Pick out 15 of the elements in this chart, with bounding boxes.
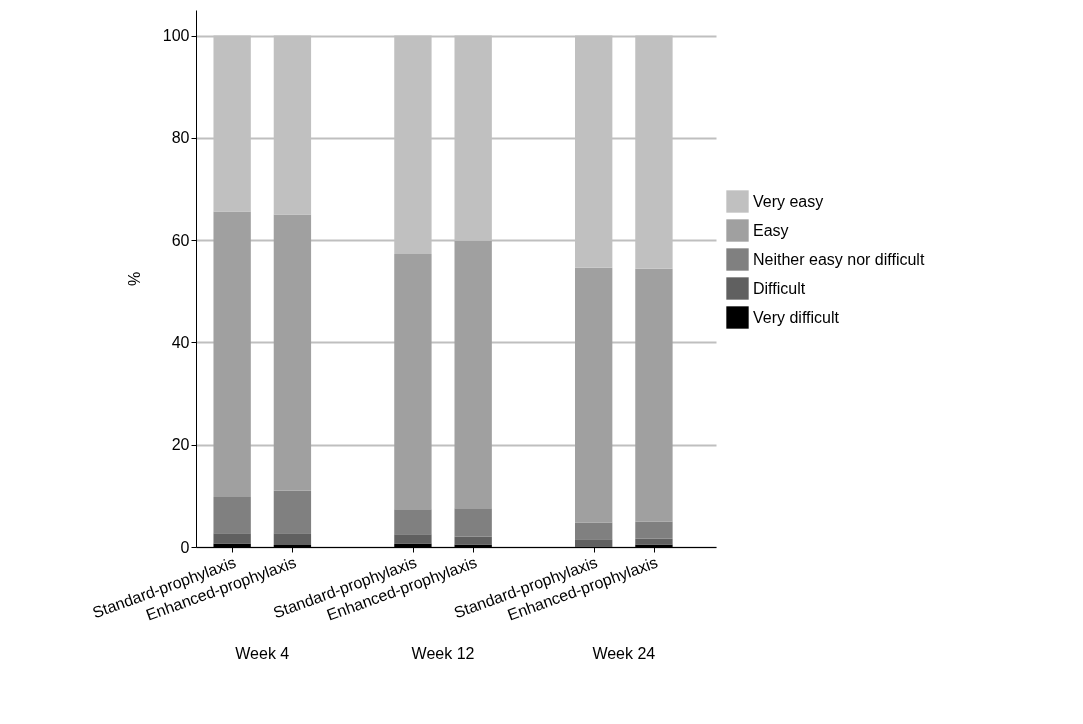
y-tick-label: 20 [171, 436, 190, 454]
y-tick-label: 40 [171, 333, 190, 351]
legend-label: Easy [753, 221, 789, 239]
legend-label: Difficult [753, 279, 806, 297]
y-tick-label: 0 [180, 538, 190, 556]
y-tick-label: 100 [162, 27, 190, 45]
y-tick-label: 80 [171, 129, 190, 147]
text: Week 12 [411, 645, 475, 662]
text: Week 4 [235, 645, 290, 662]
y-axis-title: % [125, 271, 143, 287]
text: Week 24 [592, 645, 656, 662]
y-tick-label: 60 [171, 231, 190, 249]
legend-label: Very difficult [753, 308, 840, 326]
legend-label: Very easy [753, 192, 824, 210]
legend-label: Neither easy nor difficult [753, 250, 925, 268]
